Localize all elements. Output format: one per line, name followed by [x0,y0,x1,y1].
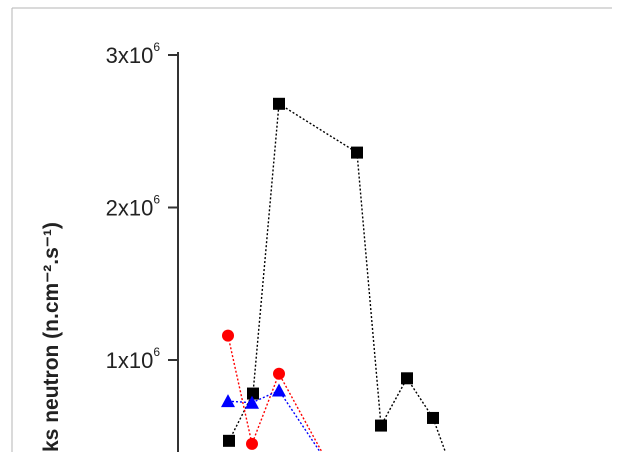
data-point [273,97,285,110]
data-point [272,383,286,397]
y-tick-label: 1x106 [106,345,161,373]
series-line [227,335,326,457]
y-axis-ticks: 1x106 2x106 3x106 [106,40,178,373]
data-point [351,146,363,159]
data-point [375,419,387,432]
data-point [221,394,235,408]
series-2 [221,383,325,457]
data-point [246,437,258,450]
series-layer [221,97,454,457]
data-point [223,434,235,447]
series-1 [222,329,326,457]
data-point [401,372,413,385]
data-point [427,411,439,424]
data-point [245,395,259,409]
y-tick-label: 3x106 [106,40,161,68]
series-0 [223,97,454,457]
series-line [228,102,448,457]
series-line [227,389,325,457]
data-point [273,367,285,380]
y-axis-label: ks neutron (n.cm⁻².s⁻¹) [40,222,63,452]
data-point [222,329,234,342]
data-point [247,387,259,400]
y-tick-label: 2x106 [106,193,161,221]
